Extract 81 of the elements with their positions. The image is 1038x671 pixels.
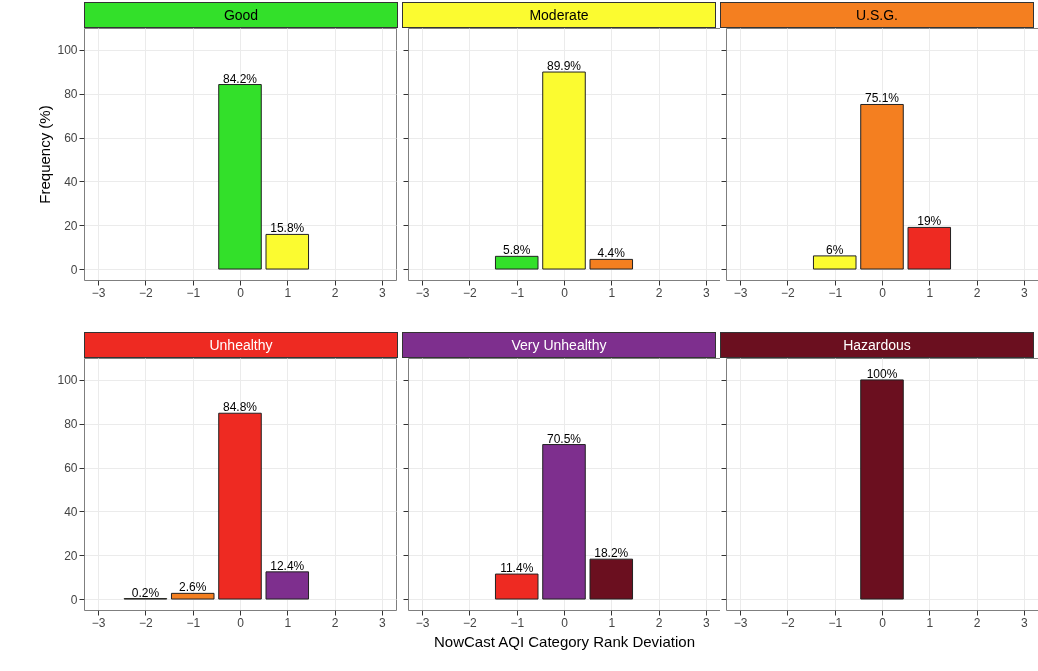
chart-title: Moderate bbox=[402, 2, 716, 28]
x-tick-label: −2 bbox=[139, 615, 154, 630]
x-tick-label: 3 bbox=[378, 615, 386, 630]
x-tick-label: −1 bbox=[510, 285, 525, 300]
x-axis-title: NowCast AQI Category Rank Deviation bbox=[434, 632, 695, 650]
y-tick-label: 20 bbox=[64, 548, 78, 563]
y-tick-label: 100 bbox=[57, 373, 78, 388]
chart-title: Unhealthy bbox=[84, 332, 398, 358]
x-tick-label: 0 bbox=[561, 615, 569, 630]
x-tick-label: 1 bbox=[926, 615, 934, 630]
x-tick-label: −1 bbox=[828, 615, 843, 630]
x-tick-label: 3 bbox=[1020, 615, 1028, 630]
x-tick-label: −3 bbox=[91, 615, 106, 630]
x-tick-label: 0 bbox=[879, 615, 887, 630]
x-tick-label: −3 bbox=[733, 615, 748, 630]
bar bbox=[218, 412, 262, 600]
x-tick-label: 2 bbox=[973, 615, 981, 630]
x-tick-label: 0 bbox=[561, 285, 569, 300]
x-tick-label: 1 bbox=[284, 285, 292, 300]
data-label: 70.5% bbox=[546, 431, 582, 446]
x-tick-label: −3 bbox=[91, 285, 106, 300]
data-label: 4.4% bbox=[597, 246, 626, 261]
x-tick-label: 0 bbox=[879, 285, 887, 300]
x-tick-label: 2 bbox=[331, 285, 339, 300]
data-label: 2.6% bbox=[179, 580, 207, 595]
bar bbox=[170, 592, 215, 600]
chart-title: Hazardous bbox=[720, 332, 1034, 358]
x-tick-label: −2 bbox=[781, 285, 796, 300]
y-tick-label: 20 bbox=[64, 218, 78, 233]
x-tick-label: 3 bbox=[378, 285, 386, 300]
data-label: 5.8% bbox=[503, 243, 531, 258]
x-tick-label: −2 bbox=[463, 615, 478, 630]
data-label: 15.8% bbox=[270, 221, 305, 236]
x-tick-label: 2 bbox=[331, 615, 339, 630]
x-tick-label: 1 bbox=[284, 615, 292, 630]
x-tick-label: 1 bbox=[926, 285, 934, 300]
x-tick-label: 2 bbox=[655, 285, 663, 300]
data-label: 18.2% bbox=[594, 546, 629, 561]
data-label: 0.2% bbox=[131, 585, 160, 600]
data-label: 75.1% bbox=[864, 91, 900, 106]
data-label: 19% bbox=[917, 214, 942, 229]
x-tick-label: −2 bbox=[781, 615, 796, 630]
chart-title: Good bbox=[84, 2, 398, 28]
bar bbox=[265, 571, 310, 600]
x-tick-label: 2 bbox=[973, 285, 981, 300]
x-tick-label: −1 bbox=[828, 285, 843, 300]
y-tick-label: 0 bbox=[70, 592, 78, 607]
data-label: 84.2% bbox=[222, 71, 258, 86]
data-label: 6% bbox=[826, 242, 844, 257]
data-label: 100% bbox=[866, 366, 898, 381]
y-tick-label: 80 bbox=[64, 87, 78, 102]
chart-title: Very Unhealthy bbox=[402, 332, 716, 358]
y-axis-title: Frequency (%) bbox=[36, 105, 54, 204]
x-tick-label: 0 bbox=[237, 285, 245, 300]
x-tick-label: −3 bbox=[415, 615, 430, 630]
x-tick-label: 3 bbox=[1020, 285, 1028, 300]
x-tick-label: 3 bbox=[702, 615, 710, 630]
x-tick-label: 0 bbox=[237, 615, 245, 630]
chart-title: U.S.G. bbox=[720, 2, 1034, 28]
data-label: 12.4% bbox=[270, 558, 305, 573]
x-tick-label: −1 bbox=[510, 615, 525, 630]
y-tick-label: 100 bbox=[57, 43, 78, 58]
x-tick-label: 1 bbox=[608, 285, 616, 300]
data-label: 11.4% bbox=[500, 561, 534, 576]
x-tick-label: 2 bbox=[655, 615, 663, 630]
x-tick-label: −2 bbox=[139, 285, 154, 300]
x-tick-label: 1 bbox=[608, 615, 616, 630]
x-tick-label: −2 bbox=[463, 285, 478, 300]
x-tick-label: −3 bbox=[415, 285, 430, 300]
y-tick-label: 80 bbox=[64, 417, 78, 432]
data-label: 84.8% bbox=[222, 400, 258, 415]
y-tick-label: 60 bbox=[64, 461, 78, 476]
y-tick-label: 0 bbox=[70, 262, 78, 277]
y-tick-label: 60 bbox=[64, 131, 78, 146]
x-tick-label: −1 bbox=[186, 285, 201, 300]
x-tick-label: −1 bbox=[186, 615, 201, 630]
y-tick-label: 40 bbox=[64, 504, 78, 519]
data-label: 89.9% bbox=[546, 59, 582, 74]
y-tick-label: 40 bbox=[64, 174, 78, 189]
x-tick-label: 3 bbox=[702, 285, 710, 300]
x-tick-label: −3 bbox=[733, 285, 748, 300]
